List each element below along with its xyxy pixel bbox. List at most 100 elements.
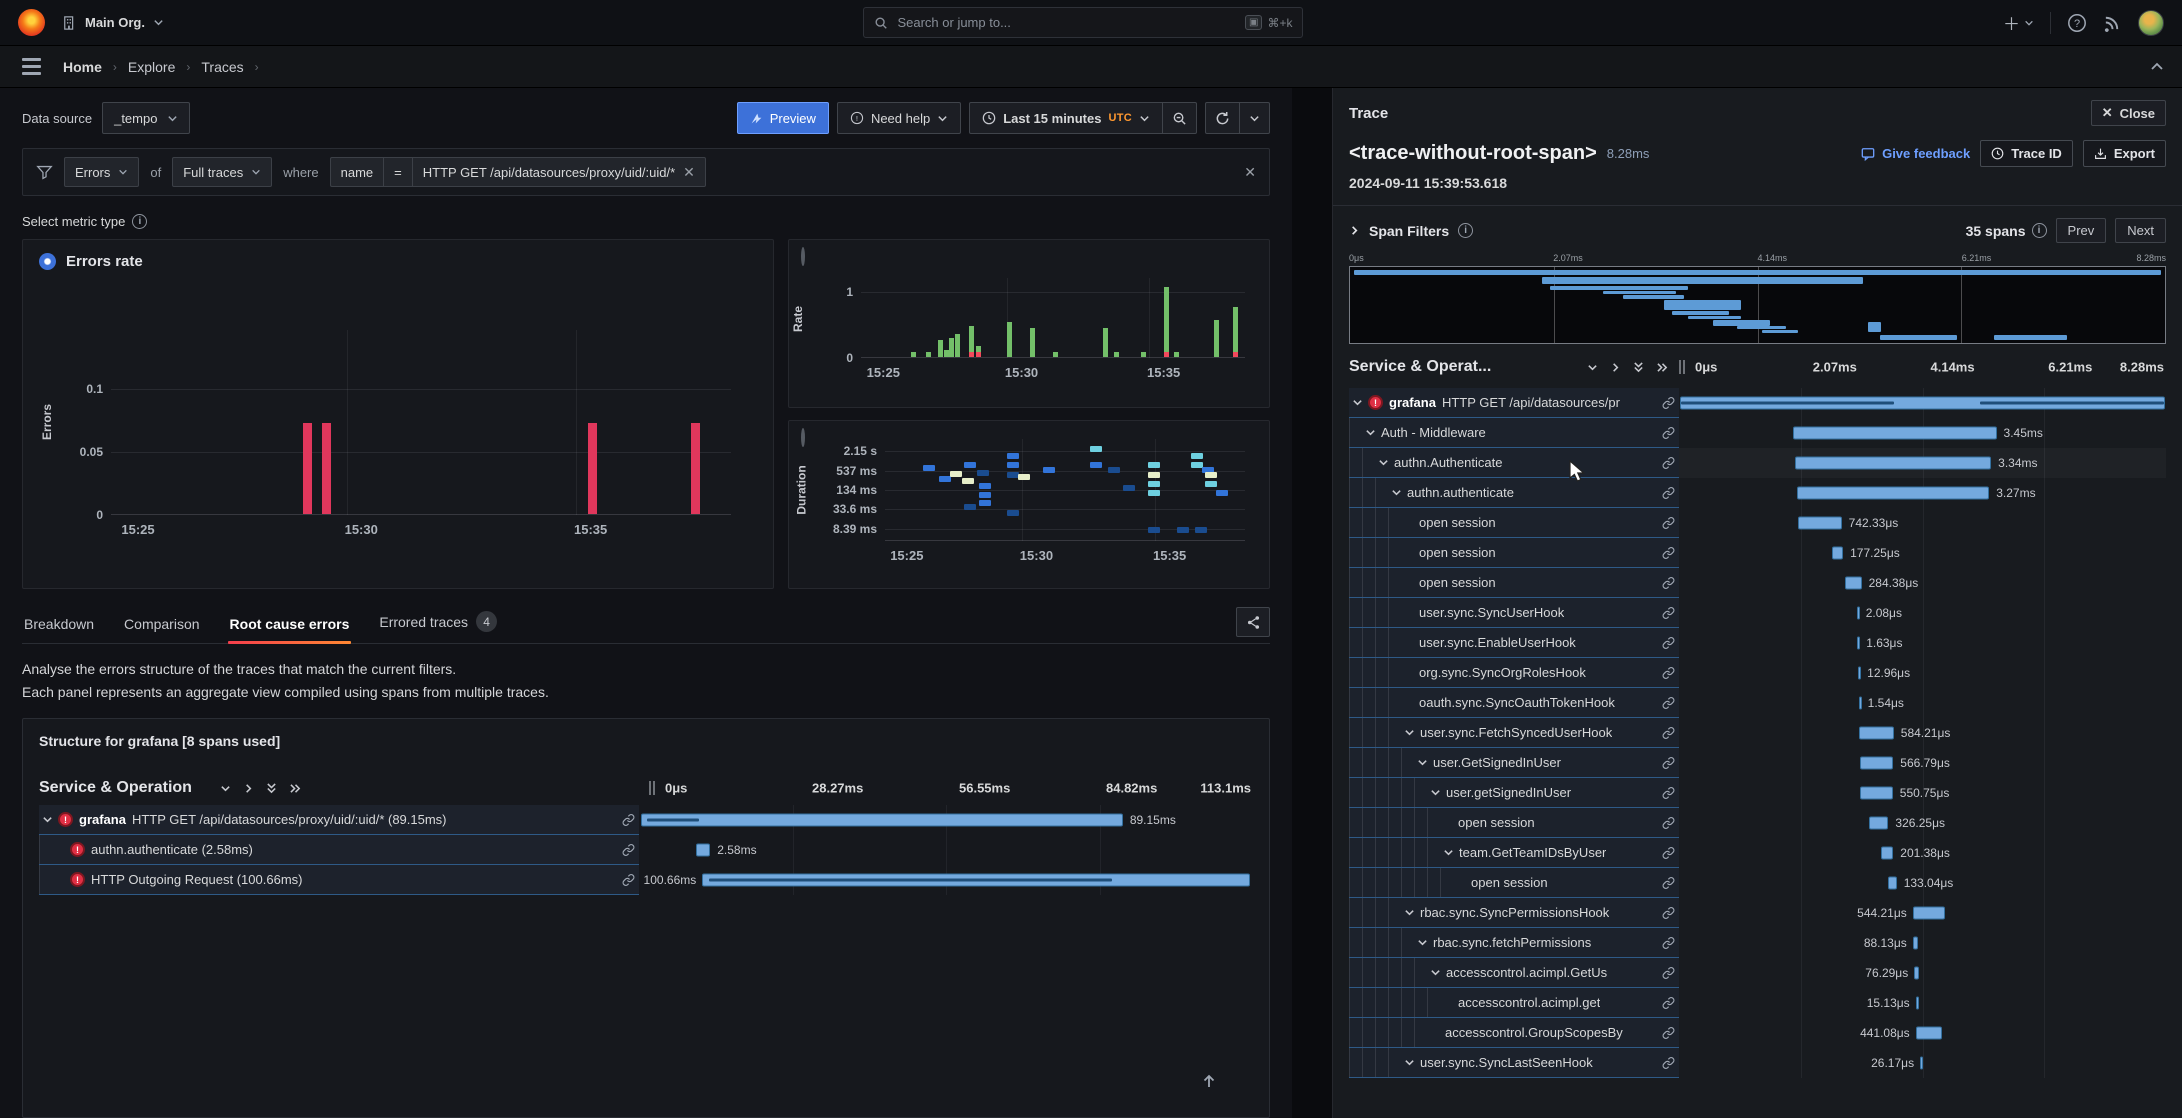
rate-bar[interactable] [1141,352,1146,357]
duration-heatmap-cell[interactable] [1148,462,1160,468]
span-timeline-cell[interactable]: 89.15ms [639,805,1253,835]
span-bar[interactable] [1798,517,1842,530]
duration-heatmap-cell[interactable] [962,478,974,484]
rate-panel[interactable]: 0115:2515:3015:35 Rate [788,239,1270,408]
chevron-down-icon[interactable] [1430,967,1441,978]
share-button[interactable] [1236,607,1270,637]
span-name-cell[interactable]: accesscontrol.acimpl.get [1349,988,1679,1018]
tab-root-cause-errors[interactable]: Root cause errors [228,608,352,643]
span-name-cell[interactable]: team.GetTeamIDsByUser [1349,838,1679,868]
span-timeline-cell[interactable]: 177.25μs [1679,538,2166,568]
info-icon[interactable]: i [2032,223,2047,238]
search-input[interactable]: Search or jump to... ▣⌘+k [863,7,1303,38]
info-icon[interactable]: i [1458,223,1473,238]
span-timeline-cell[interactable]: 76.29μs [1679,958,2166,988]
link-icon[interactable] [1662,696,1675,709]
duration-heatmap-cell[interactable] [979,492,991,498]
span-bar[interactable] [1795,457,1991,470]
span-row[interactable]: org.sync.SyncOrgRolesHook12.96μs [1349,658,2166,688]
rate-bar[interactable] [1007,322,1012,357]
duration-heatmap-cell[interactable] [964,504,976,510]
span-timeline-cell[interactable]: 544.21μs [1679,898,2166,928]
chevron-right-icon[interactable] [243,783,254,794]
chevron-down-icon[interactable] [1378,457,1389,468]
span-timeline-cell[interactable]: 15.13μs [1679,988,2166,1018]
metric-type-select[interactable]: Errors [64,157,139,187]
span-row[interactable]: accesscontrol.GroupScopesBy441.08μs [1349,1018,2166,1048]
duration-heatmap-cell[interactable] [977,470,989,476]
span-row[interactable]: user.sync.SyncLastSeenHook26.17μs [1349,1048,2166,1078]
duration-heatmap-cell[interactable] [1191,453,1203,459]
span-bar[interactable] [702,874,1250,887]
span-row[interactable]: !authn.authenticate (2.58ms)2.58ms [39,835,1253,865]
double-chevron-down-icon[interactable] [266,782,277,795]
need-help-button[interactable]: ! Need help [837,102,961,134]
duration-heatmap-cell[interactable] [1090,446,1102,452]
refresh-button[interactable] [1205,102,1240,134]
span-name-cell[interactable]: open session [1349,568,1679,598]
grafana-logo-icon[interactable] [18,9,45,36]
clear-filters-icon[interactable]: ✕ [1244,164,1256,181]
span-row[interactable]: user.getSignedInUser550.75μs [1349,778,2166,808]
rate-bar[interactable] [1214,320,1219,357]
column-splitter[interactable] [649,781,655,795]
span-timeline-cell[interactable]: 566.79μs [1679,748,2166,778]
duration-heatmap-cell[interactable] [1007,453,1019,459]
span-name-cell[interactable]: org.sync.SyncOrgRolesHook [1349,658,1679,688]
duration-heatmap-cell[interactable] [1123,485,1135,491]
span-timeline-cell[interactable]: 584.21μs [1679,718,2166,748]
tab-errored-traces[interactable]: Errored traces4 [377,603,499,643]
span-name-cell[interactable]: !grafanaHTTP GET /api/datasources/pr [1349,388,1679,418]
span-name-cell[interactable]: open session [1349,808,1679,838]
link-icon[interactable] [1662,936,1675,949]
link-icon[interactable] [1662,726,1675,739]
chevron-down-icon[interactable] [42,814,53,825]
link-icon[interactable] [1662,606,1675,619]
breadcrumb-home[interactable]: Home [63,59,102,75]
span-row[interactable]: open session326.25μs [1349,808,2166,838]
next-span-button[interactable]: Next [2115,218,2166,243]
errors-rate-radio[interactable] [39,253,56,270]
link-icon[interactable] [622,873,635,886]
span-row[interactable]: !grafanaHTTP GET /api/datasources/proxy/… [39,805,1253,835]
span-timeline-cell[interactable]: 3.45ms [1679,418,2166,448]
export-button[interactable]: Export [2083,140,2166,167]
trace-id-button[interactable]: Trace ID [1980,140,2073,167]
span-name-cell[interactable]: open session [1349,868,1679,898]
refresh-interval-dropdown[interactable] [1240,102,1270,134]
duration-heatmap-cell[interactable] [1216,490,1228,496]
duration-heatmap-cell[interactable] [979,483,991,489]
duration-heatmap-cell[interactable] [950,471,962,477]
span-row[interactable]: !grafanaHTTP GET /api/datasources/pr [1349,388,2166,418]
tab-breakdown[interactable]: Breakdown [22,608,96,643]
span-row[interactable]: Auth - Middleware3.45ms [1349,418,2166,448]
double-chevron-right-icon[interactable] [289,783,302,794]
help-icon[interactable]: ? [2067,13,2087,33]
span-timeline-cell[interactable]: 26.17μs [1679,1048,2166,1078]
duration-heatmap-cell[interactable] [964,462,976,468]
link-icon[interactable] [1662,396,1675,409]
chevron-down-icon[interactable] [1443,847,1454,858]
duration-heatmap-cell[interactable] [1043,467,1055,473]
span-timeline-cell[interactable]: 3.27ms [1679,478,2166,508]
span-row[interactable]: user.sync.FetchSyncedUserHook584.21μs [1349,718,2166,748]
org-switcher[interactable]: Main Org. [63,15,164,30]
link-icon[interactable] [1662,1026,1675,1039]
chevron-down-icon[interactable] [1417,937,1428,948]
link-icon[interactable] [1662,546,1675,559]
span-filters-toggle[interactable]: Span Filters i [1349,223,1473,239]
link-icon[interactable] [1662,966,1675,979]
span-row[interactable]: user.GetSignedInUser566.79μs [1349,748,2166,778]
trace-minimap[interactable] [1349,266,2166,344]
collapse-panel-button[interactable] [2150,60,2164,74]
span-timeline-cell[interactable]: 1.54μs [1679,688,2166,718]
rate-bar[interactable] [926,352,931,357]
span-bar[interactable] [1858,667,1861,680]
errors-rate-panel[interactable]: Errors rate 00.050.115:2515:3015:35 Erro… [22,239,774,589]
rate-bar[interactable] [976,346,981,357]
span-row[interactable]: rbac.sync.SyncPermissionsHook544.21μs [1349,898,2166,928]
news-rss-icon[interactable] [2103,13,2122,32]
span-bar[interactable] [1793,427,1996,440]
span-timeline-cell[interactable]: 326.25μs [1679,808,2166,838]
span-name-cell[interactable]: oauth.sync.SyncOauthTokenHook [1349,688,1679,718]
